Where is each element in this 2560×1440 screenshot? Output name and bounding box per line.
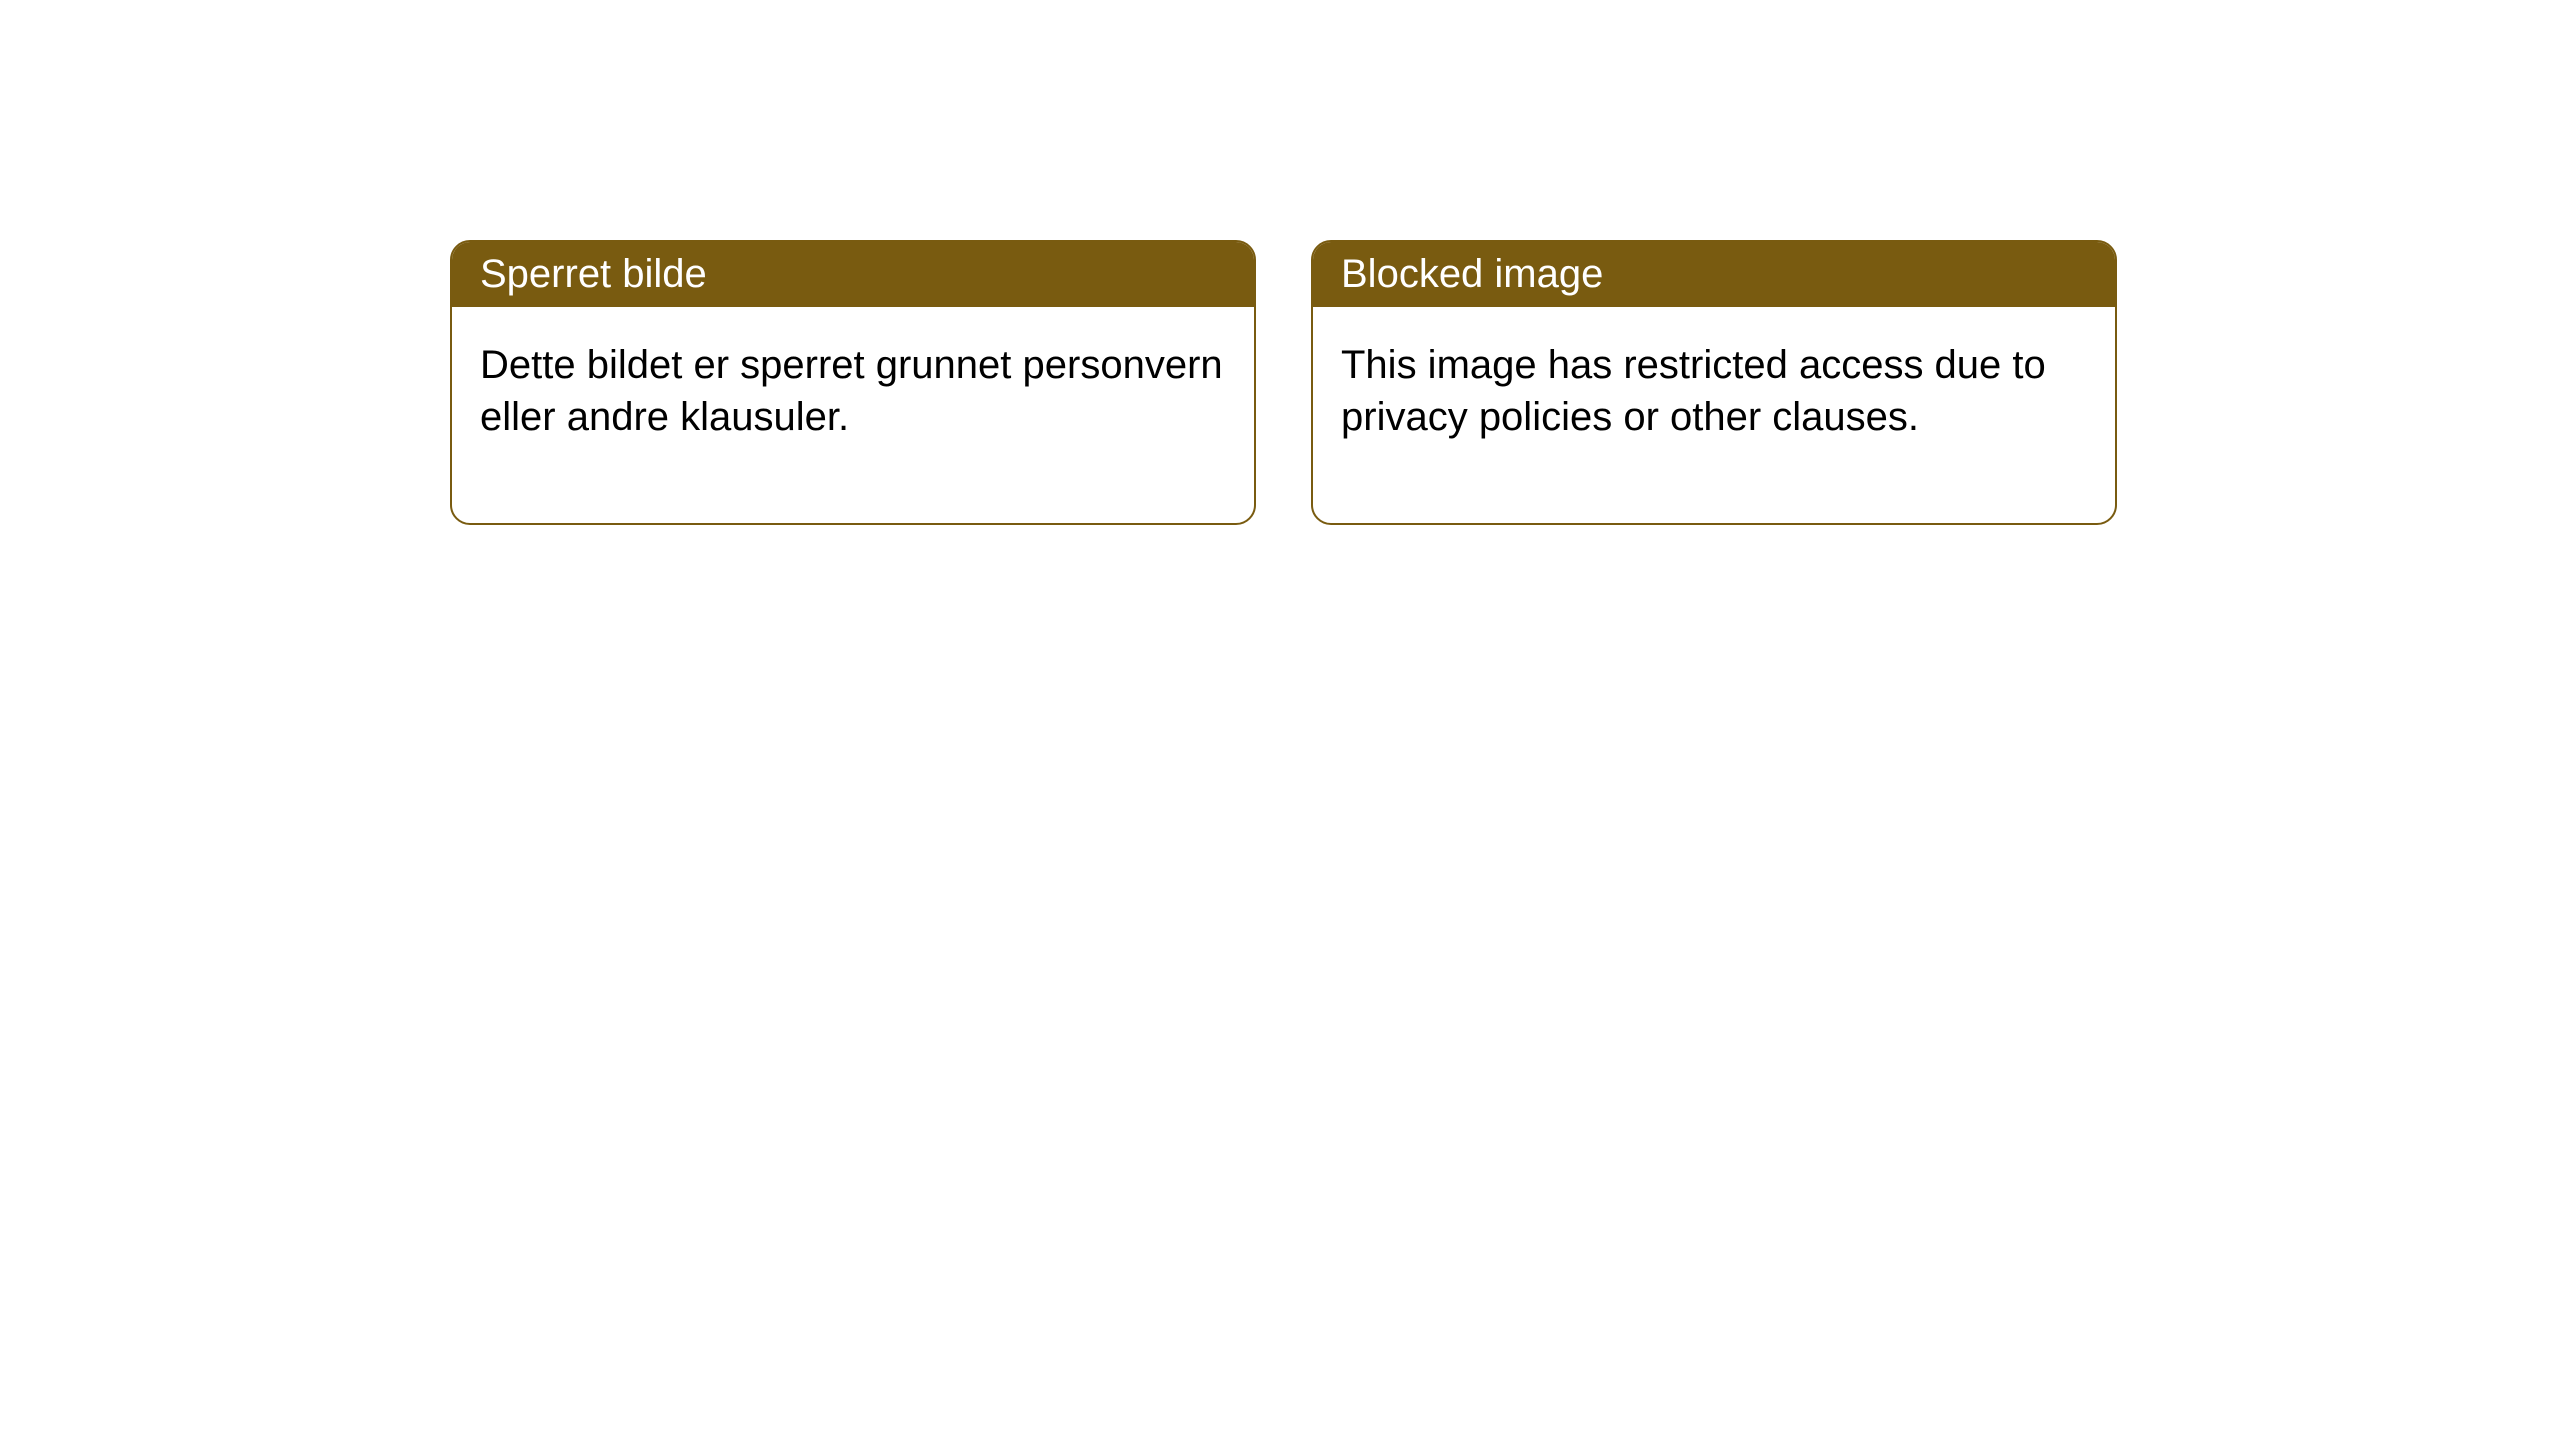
- notice-message-norwegian: Dette bildet er sperret grunnet personve…: [480, 343, 1223, 439]
- notice-body-norwegian: Dette bildet er sperret grunnet personve…: [452, 307, 1254, 523]
- notice-header-norwegian: Sperret bilde: [452, 242, 1254, 307]
- notice-card-norwegian: Sperret bilde Dette bildet er sperret gr…: [450, 240, 1256, 525]
- notice-message-english: This image has restricted access due to …: [1341, 343, 2046, 439]
- notice-header-english: Blocked image: [1313, 242, 2115, 307]
- notice-title-norwegian: Sperret bilde: [480, 252, 707, 296]
- notice-title-english: Blocked image: [1341, 252, 1603, 296]
- notice-body-english: This image has restricted access due to …: [1313, 307, 2115, 523]
- notice-card-english: Blocked image This image has restricted …: [1311, 240, 2117, 525]
- notice-container: Sperret bilde Dette bildet er sperret gr…: [450, 240, 2117, 525]
